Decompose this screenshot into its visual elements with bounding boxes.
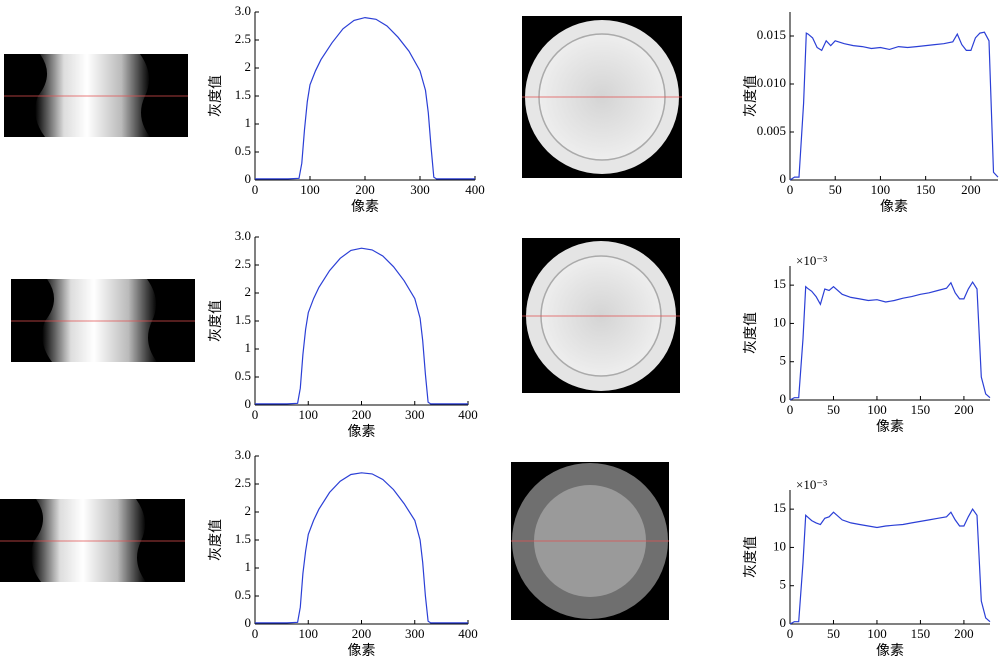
y-axis-label: 灰度值 [743,312,759,354]
x-tick-label: 50 [827,626,840,641]
axis-multiplier: ×10⁻³ [796,477,827,492]
y-tick-label: 0 [780,391,787,406]
y-tick-label: 0.5 [235,143,251,158]
x-axis-label: 像素 [880,199,908,215]
y-tick-label: 1.5 [235,312,251,327]
y-tick-label: 0.005 [757,123,786,138]
x-tick-label: 300 [410,182,430,197]
y-axis-label: 灰度值 [208,300,224,342]
y-tick-label: 0.015 [757,27,786,42]
x-axis-label: 像素 [348,424,376,440]
y-axis-label: 灰度值 [743,536,759,578]
y-tick-label: 0.5 [235,587,251,602]
x-tick-label: 400 [458,407,478,422]
y-tick-label: 3.0 [235,447,251,462]
y-tick-label: 0 [245,615,252,630]
x-tick-label: 150 [911,402,931,417]
x-tick-label: 0 [787,626,794,641]
x-tick-label: 0 [252,626,259,641]
y-tick-label: 0 [245,396,252,411]
reconstruction-image [522,16,682,178]
y-tick-label: 10 [773,538,786,553]
y-tick-label: 1 [245,559,252,574]
x-axis-label: 像素 [876,643,904,659]
x-tick-label: 100 [867,402,887,417]
y-tick-label: 2.5 [235,31,251,46]
x-tick-label: 200 [961,182,981,197]
projection-image [11,279,195,362]
x-tick-label: 0 [252,407,259,422]
x-tick-label: 100 [300,182,320,197]
y-tick-label: 0.010 [757,75,786,90]
reconstruction-image [511,462,669,620]
x-tick-label: 200 [355,182,375,197]
y-tick-label: 0 [245,171,252,186]
x-tick-label: 200 [352,626,372,641]
x-tick-label: 400 [458,626,478,641]
x-axis-label: 像素 [348,643,376,659]
x-tick-label: 0 [787,182,794,197]
projection-image [0,499,185,582]
x-tick-label: 150 [911,626,931,641]
y-tick-label: 10 [773,314,786,329]
x-tick-label: 100 [867,626,887,641]
line-series [255,247,468,405]
x-tick-label: 100 [871,182,891,197]
x-tick-label: 200 [954,402,974,417]
x-tick-label: 0 [787,402,794,417]
x-tick-label: 150 [916,182,936,197]
y-tick-label: 15 [773,500,786,515]
x-tick-label: 300 [405,407,425,422]
y-tick-label: 1.5 [235,531,251,546]
y-tick-label: 2 [245,284,252,299]
reconstruction-image [522,238,680,393]
y-tick-label: 2.5 [235,475,251,490]
line-series [255,472,468,624]
y-tick-label: 5 [780,353,787,368]
x-axis-label: 像素 [876,419,904,435]
y-tick-label: 2.5 [235,256,251,271]
y-tick-label: 0.5 [235,368,251,383]
y-tick-label: 3.0 [235,228,251,243]
projection-image [4,54,188,137]
y-tick-label: 0 [780,615,787,630]
x-tick-label: 200 [352,407,372,422]
y-tick-label: 0 [780,171,787,186]
x-tick-label: 100 [299,626,319,641]
line-series [255,16,475,180]
y-axis-label: 灰度值 [208,519,224,561]
y-tick-label: 1 [245,115,252,130]
x-tick-label: 50 [827,402,840,417]
y-tick-label: 5 [780,577,787,592]
y-tick-label: 15 [773,276,786,291]
line-series [789,31,999,181]
x-tick-label: 50 [829,182,842,197]
x-tick-label: 200 [954,626,974,641]
y-axis-label: 灰度值 [208,75,224,117]
y-axis-label: 灰度值 [743,75,759,117]
x-tick-label: 100 [299,407,319,422]
y-tick-label: 1 [245,340,252,355]
axis-multiplier: ×10⁻³ [796,253,827,268]
y-tick-label: 2 [245,503,252,518]
y-tick-label: 2 [245,59,252,74]
y-tick-label: 1.5 [235,87,251,102]
x-axis-label: 像素 [351,199,379,215]
x-tick-label: 300 [405,626,425,641]
line-series [789,507,991,625]
x-tick-label: 400 [465,182,485,197]
line-series [789,280,991,401]
x-tick-label: 0 [252,182,259,197]
y-tick-label: 3.0 [235,3,251,18]
